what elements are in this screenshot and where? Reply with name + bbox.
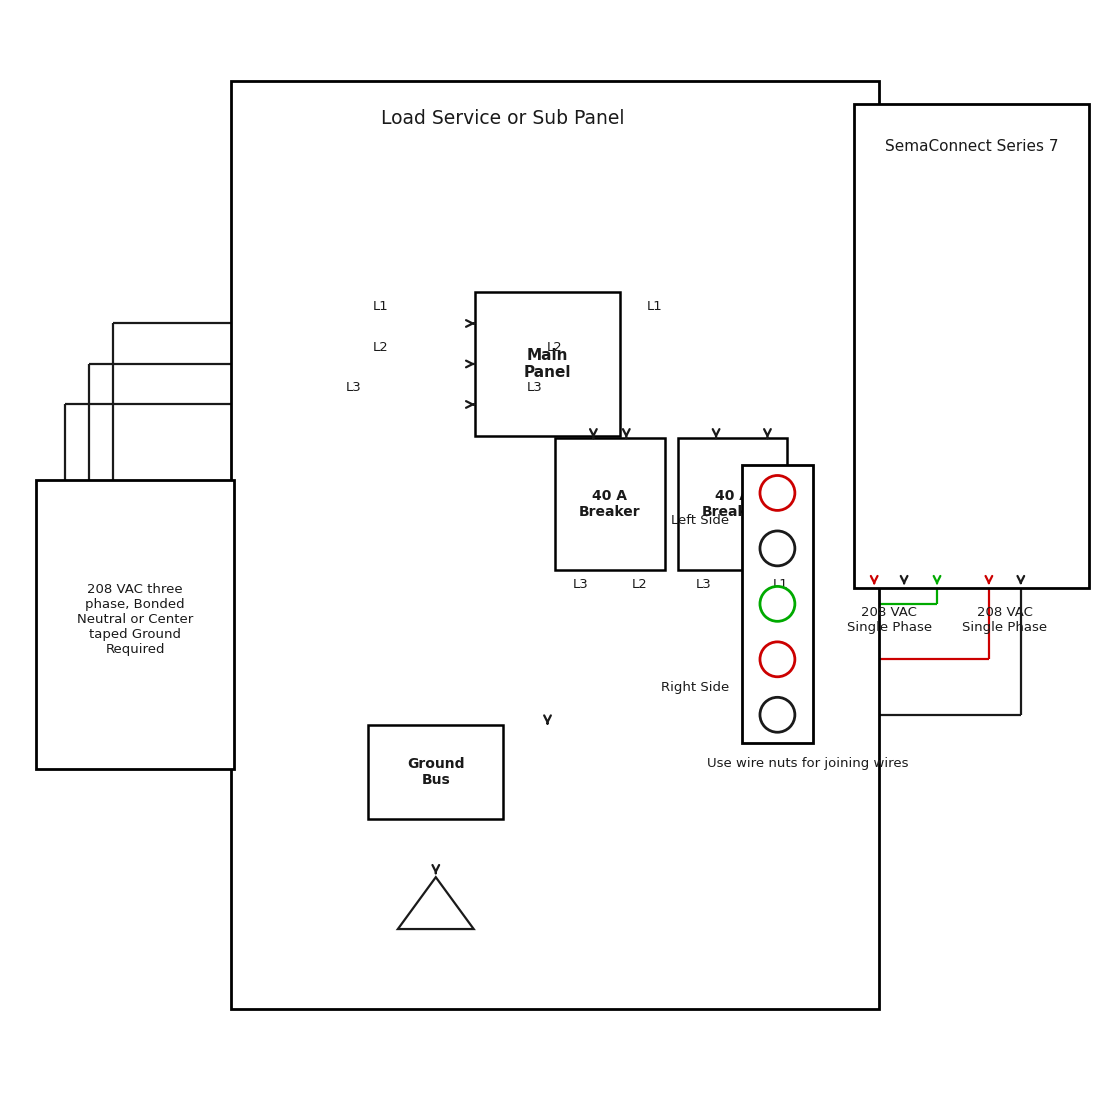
Text: 208 VAC
Single Phase: 208 VAC Single Phase xyxy=(847,606,932,634)
Bar xyxy=(231,81,879,1009)
Circle shape xyxy=(760,586,795,621)
Text: L3: L3 xyxy=(527,381,543,394)
Text: L3: L3 xyxy=(695,578,711,591)
Bar xyxy=(475,292,619,436)
Text: Use wire nuts for joining wires: Use wire nuts for joining wires xyxy=(706,758,909,771)
Text: L3: L3 xyxy=(345,381,361,394)
Text: 208 VAC three
phase, Bonded
Neutral or Center
taped Ground
Required: 208 VAC three phase, Bonded Neutral or C… xyxy=(77,583,194,657)
Bar xyxy=(368,725,503,819)
Text: SemaConnect Series 7: SemaConnect Series 7 xyxy=(884,139,1058,154)
Text: L2: L2 xyxy=(631,578,647,591)
Text: Load Service or Sub Panel: Load Service or Sub Panel xyxy=(382,109,625,128)
Text: Ground
Bus: Ground Bus xyxy=(407,757,464,787)
Text: L1: L1 xyxy=(772,578,789,591)
Text: 40 A
Breaker: 40 A Breaker xyxy=(579,489,640,519)
Circle shape xyxy=(760,642,795,676)
Text: Main
Panel: Main Panel xyxy=(524,348,571,380)
Text: L2: L2 xyxy=(547,341,563,354)
Text: L3: L3 xyxy=(573,578,588,591)
Text: L1: L1 xyxy=(647,301,662,314)
Text: 208 VAC
Single Phase: 208 VAC Single Phase xyxy=(962,606,1047,634)
Text: 40 A
Breaker: 40 A Breaker xyxy=(702,489,763,519)
Text: L1: L1 xyxy=(373,301,388,314)
Bar xyxy=(36,480,234,770)
Text: Left Side: Left Side xyxy=(671,514,729,527)
Circle shape xyxy=(760,475,795,511)
Bar xyxy=(556,438,664,570)
Text: L2: L2 xyxy=(373,341,388,354)
Circle shape xyxy=(760,531,795,565)
Circle shape xyxy=(760,697,795,732)
Bar xyxy=(741,466,813,742)
Bar xyxy=(678,438,788,570)
Bar xyxy=(855,104,1089,587)
Text: Right Side: Right Side xyxy=(661,681,729,694)
